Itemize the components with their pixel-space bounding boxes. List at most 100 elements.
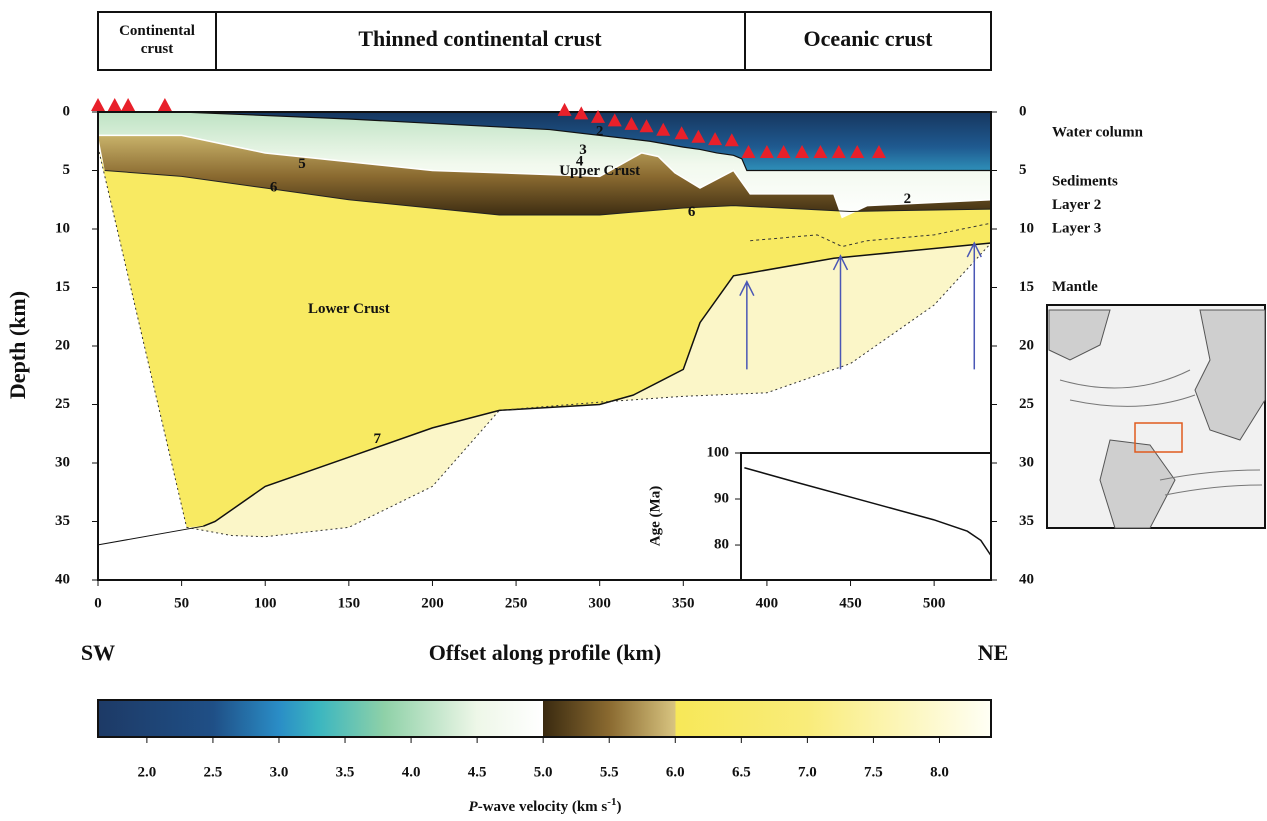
y-tick-label: 35 <box>1019 513 1034 529</box>
map-inset <box>1046 304 1266 529</box>
colorbar-label-part: -1 <box>607 796 616 808</box>
colorbar-tick-label: 4.0 <box>402 764 421 780</box>
y-tick-label: 15 <box>1019 279 1034 295</box>
layer-line <box>750 222 992 248</box>
station <box>691 129 706 143</box>
region-label: Lower Crust <box>308 301 390 317</box>
y-tick-label: 35 <box>55 513 70 529</box>
x-tick-label: 50 <box>174 595 189 611</box>
x-tick-label: 100 <box>254 595 277 611</box>
station <box>759 144 774 158</box>
upper-crust-fill <box>98 112 991 218</box>
direction-label: SW <box>81 640 115 665</box>
y-tick-label: 5 <box>63 162 71 178</box>
age-line <box>744 467 992 557</box>
region-label: Upper Crust <box>559 163 640 179</box>
y-tick-label: 20 <box>55 337 70 353</box>
inset-tick-label: 80 <box>714 536 729 552</box>
sediment-fill <box>98 135 991 218</box>
x-tick-label: 0 <box>94 595 102 611</box>
contour-label: 3 <box>579 142 587 158</box>
x-tick-label: 350 <box>672 595 695 611</box>
arrow <box>966 241 982 370</box>
y-tick-label: 25 <box>55 396 70 412</box>
station <box>831 144 846 158</box>
moho-line <box>203 242 992 527</box>
coverage-line <box>186 242 992 538</box>
x-tick-label: 450 <box>839 595 862 611</box>
x-tick-label: 300 <box>588 595 611 611</box>
colorbar-tick-label: 7.5 <box>864 764 883 780</box>
contour-label: 5 <box>298 156 306 172</box>
contour-label: 4 <box>576 154 584 170</box>
station <box>741 144 756 158</box>
contour-label: 2 <box>904 191 912 207</box>
y-tick-label: 10 <box>55 220 70 236</box>
station <box>639 119 654 133</box>
layer-label: Layer 3 <box>1052 220 1101 236</box>
colorbar-tick-label: 3.5 <box>336 764 355 780</box>
domain-label: Thinned continental crust <box>358 26 602 51</box>
x-tick-label: 500 <box>923 595 946 611</box>
lower-crust-fill <box>98 147 991 528</box>
domain-label: Oceanic crust <box>804 26 934 51</box>
colorbar-tick-label: 8.0 <box>930 764 949 780</box>
station <box>121 98 136 111</box>
layer-label: Sediments <box>1052 174 1118 190</box>
y-tick-label: 30 <box>55 454 70 470</box>
station <box>813 144 828 158</box>
contour-line <box>104 170 992 216</box>
y-tick-label: 30 <box>1019 454 1034 470</box>
y-tick-label: 5 <box>1019 162 1027 178</box>
x-tick-label: 150 <box>338 595 361 611</box>
y-axis-label: Depth (km) <box>5 291 30 399</box>
inset-y-label: Age (Ma) <box>647 486 663 546</box>
colorbar-label-part: ) <box>616 799 621 815</box>
station <box>776 144 791 158</box>
y-tick-label: 10 <box>1019 220 1034 236</box>
basement-line <box>98 134 992 219</box>
station <box>157 98 172 111</box>
y-tick-label: 40 <box>55 571 70 587</box>
colorbar-tick-label: 2.5 <box>204 764 223 780</box>
contour-label: 7 <box>374 431 382 447</box>
station <box>107 98 122 111</box>
station <box>591 109 606 123</box>
x-tick-label: 200 <box>421 595 444 611</box>
layer-label: Mantle <box>1052 279 1098 295</box>
colorbar-tick-label: 6.5 <box>732 764 751 780</box>
station <box>607 113 622 127</box>
colorbar-tick-label: 2.0 <box>138 764 157 780</box>
colorbar-label-part: P <box>469 799 479 815</box>
direction-label: NE <box>978 640 1009 665</box>
colorbar-label-part: -wave velocity (km s <box>478 799 608 815</box>
inset-tick-label: 100 <box>707 444 730 460</box>
colorbar-tick-label: 4.5 <box>468 764 487 780</box>
colorbar-label: P-wave velocity (km s-1) <box>469 796 622 816</box>
contour-label: 6 <box>270 179 278 195</box>
station <box>674 126 689 140</box>
colorbar-tick-label: 3.0 <box>270 764 289 780</box>
station <box>871 144 886 158</box>
y-tick-label: 40 <box>1019 571 1034 587</box>
deep-line <box>97 525 204 546</box>
domain-label: Continental crust <box>119 23 195 57</box>
y-tick-label: 25 <box>1019 396 1034 412</box>
station <box>656 122 671 136</box>
y-tick-label: 15 <box>55 279 70 295</box>
contour-label: 2 <box>596 123 604 139</box>
domain-box <box>97 11 992 71</box>
arrow <box>832 254 849 370</box>
inset-frame <box>740 452 992 581</box>
y-tick-label: 0 <box>1019 103 1027 119</box>
layer-label: Water column <box>1052 124 1144 140</box>
station <box>91 98 105 111</box>
layer-label: Layer 2 <box>1052 197 1101 213</box>
x-tick-label: 400 <box>756 595 779 611</box>
station <box>557 102 572 116</box>
coverage-line <box>97 146 188 528</box>
contour-label: 6 <box>688 204 696 220</box>
colorbar-tick-label: 5.0 <box>534 764 553 780</box>
colorbar <box>97 699 992 738</box>
